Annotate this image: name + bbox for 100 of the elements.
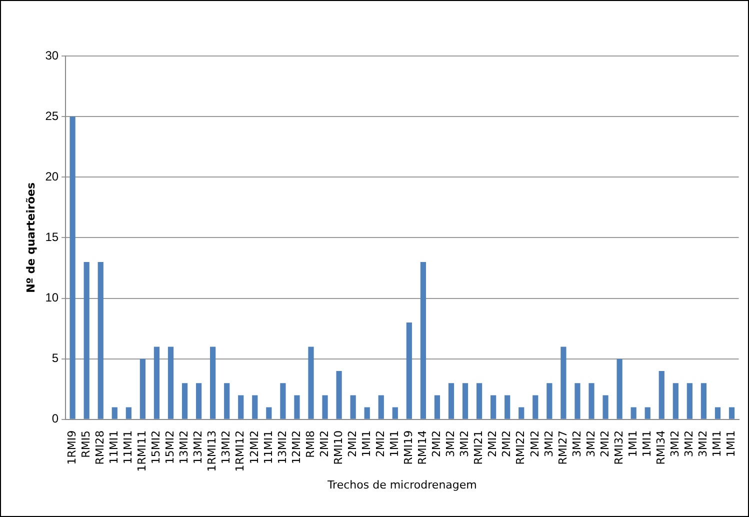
- x-tick-label: RMI27: [556, 430, 570, 465]
- x-tick-label: 2MI2: [486, 430, 500, 458]
- bar: [504, 395, 510, 419]
- bar: [322, 395, 328, 419]
- bar: [602, 395, 608, 419]
- bar: [616, 358, 622, 419]
- y-tick-label: 30: [45, 48, 59, 62]
- x-tick-label: 1RMI11: [136, 430, 149, 472]
- x-tick-label: 1MI1: [710, 430, 724, 458]
- x-tick-label: 2MI2: [500, 430, 514, 458]
- y-tick-label: 5: [52, 351, 59, 366]
- x-tick-label: 13MI2: [220, 430, 233, 464]
- bar: [700, 383, 707, 419]
- x-tick-label: RMI34: [654, 430, 668, 465]
- x-tick-label: 15MI2: [164, 430, 177, 464]
- x-tick-label: 1MI1: [626, 430, 640, 458]
- x-tick-label: 11MI1: [107, 430, 120, 464]
- x-tick-label: RMI5: [79, 430, 92, 458]
- bar: [266, 407, 272, 419]
- bar: [350, 395, 356, 419]
- x-tick-label: 1MI1: [360, 430, 373, 458]
- bar: [210, 346, 216, 419]
- x-tick-label: 15MI2: [150, 430, 163, 464]
- x-tick-label: RMI32: [612, 430, 626, 465]
- x-tick-label: RMI19: [402, 430, 416, 465]
- bar: [434, 395, 440, 419]
- bar: [126, 407, 132, 419]
- y-tick-label: 25: [45, 108, 59, 123]
- bar: [154, 346, 160, 419]
- x-tick-label: RMI8: [304, 430, 317, 458]
- bar: [294, 395, 300, 419]
- bar: [574, 383, 580, 419]
- bar: [644, 407, 650, 419]
- bar: [420, 262, 426, 419]
- y-tick-label: 20: [45, 169, 59, 184]
- bar: [476, 383, 482, 419]
- bar: [168, 346, 174, 419]
- x-tick-label: 3MI2: [668, 430, 682, 458]
- bar: [672, 383, 678, 419]
- bar: [448, 383, 454, 419]
- x-tick-label: 2MI2: [374, 430, 387, 458]
- x-tick-label: 3MI2: [542, 430, 556, 458]
- bar: [140, 358, 146, 419]
- bar: [252, 395, 258, 419]
- x-tick-label: 1MI1: [640, 430, 654, 458]
- x-tick-label: 3MI2: [682, 430, 696, 458]
- bar: [70, 116, 76, 419]
- x-tick-label: 12MI2: [248, 430, 261, 464]
- x-tick-label: RMI28: [93, 430, 106, 465]
- bar: [308, 346, 314, 419]
- x-tick-label: 13MI2: [192, 430, 205, 464]
- bar: [518, 407, 524, 419]
- bar: [560, 346, 566, 419]
- bar: [686, 383, 692, 419]
- bar: [238, 395, 244, 419]
- bar: [588, 383, 594, 419]
- x-axis-title: Trechos de microdrenagem: [326, 478, 477, 492]
- x-tick-label: 2MI2: [346, 430, 359, 458]
- x-tick-label: 3MI2: [584, 430, 598, 458]
- bar: [392, 407, 398, 419]
- x-tick-label: 3MI2: [458, 430, 472, 458]
- y-tick-label: 15: [45, 230, 59, 244]
- x-tick-label: RMI22: [514, 430, 528, 465]
- bar: [406, 322, 412, 419]
- x-tick-label: 11MI1: [262, 430, 275, 464]
- bar: [112, 407, 118, 419]
- bar: [546, 383, 552, 419]
- x-tick-label: RMI10: [332, 430, 345, 465]
- bar: [336, 370, 342, 419]
- bar: [658, 370, 664, 419]
- x-tick-label: 3MI2: [444, 430, 458, 458]
- x-tick-label: 3MI2: [570, 430, 584, 458]
- bar: [84, 262, 90, 419]
- x-tick-label: 2MI2: [430, 430, 444, 458]
- bar: [714, 407, 721, 419]
- x-tick-label: 1MI1: [724, 430, 738, 458]
- bar: [364, 407, 370, 419]
- x-tick-label: RMI14: [416, 430, 430, 465]
- bar: [378, 395, 384, 419]
- x-tick-label: 13MI2: [178, 430, 191, 464]
- x-tick-label: 2MI2: [318, 430, 331, 458]
- bar: [196, 383, 202, 419]
- x-tick-label: 13MI2: [276, 430, 289, 464]
- bar: [630, 407, 636, 419]
- y-axis-title: Nº de quarteirões: [24, 182, 38, 293]
- bar: [224, 383, 230, 419]
- x-tick-label: 12MI2: [290, 430, 303, 464]
- x-tick-label: 1RMI12: [234, 430, 247, 472]
- bar: [728, 407, 735, 419]
- x-tick-label: 1RMI9: [65, 430, 78, 465]
- bar: [532, 395, 538, 419]
- x-tick-label: 2MI2: [598, 430, 612, 458]
- x-tick-label: 1MI1: [388, 430, 402, 458]
- bar: [462, 383, 468, 419]
- x-tick-label: RMI21: [472, 430, 486, 465]
- y-tick-label: 0: [52, 412, 59, 426]
- bar: [490, 395, 496, 419]
- x-tick-label: 3MI2: [696, 430, 710, 458]
- x-tick-label: 2MI2: [528, 430, 542, 458]
- bar: [98, 262, 104, 419]
